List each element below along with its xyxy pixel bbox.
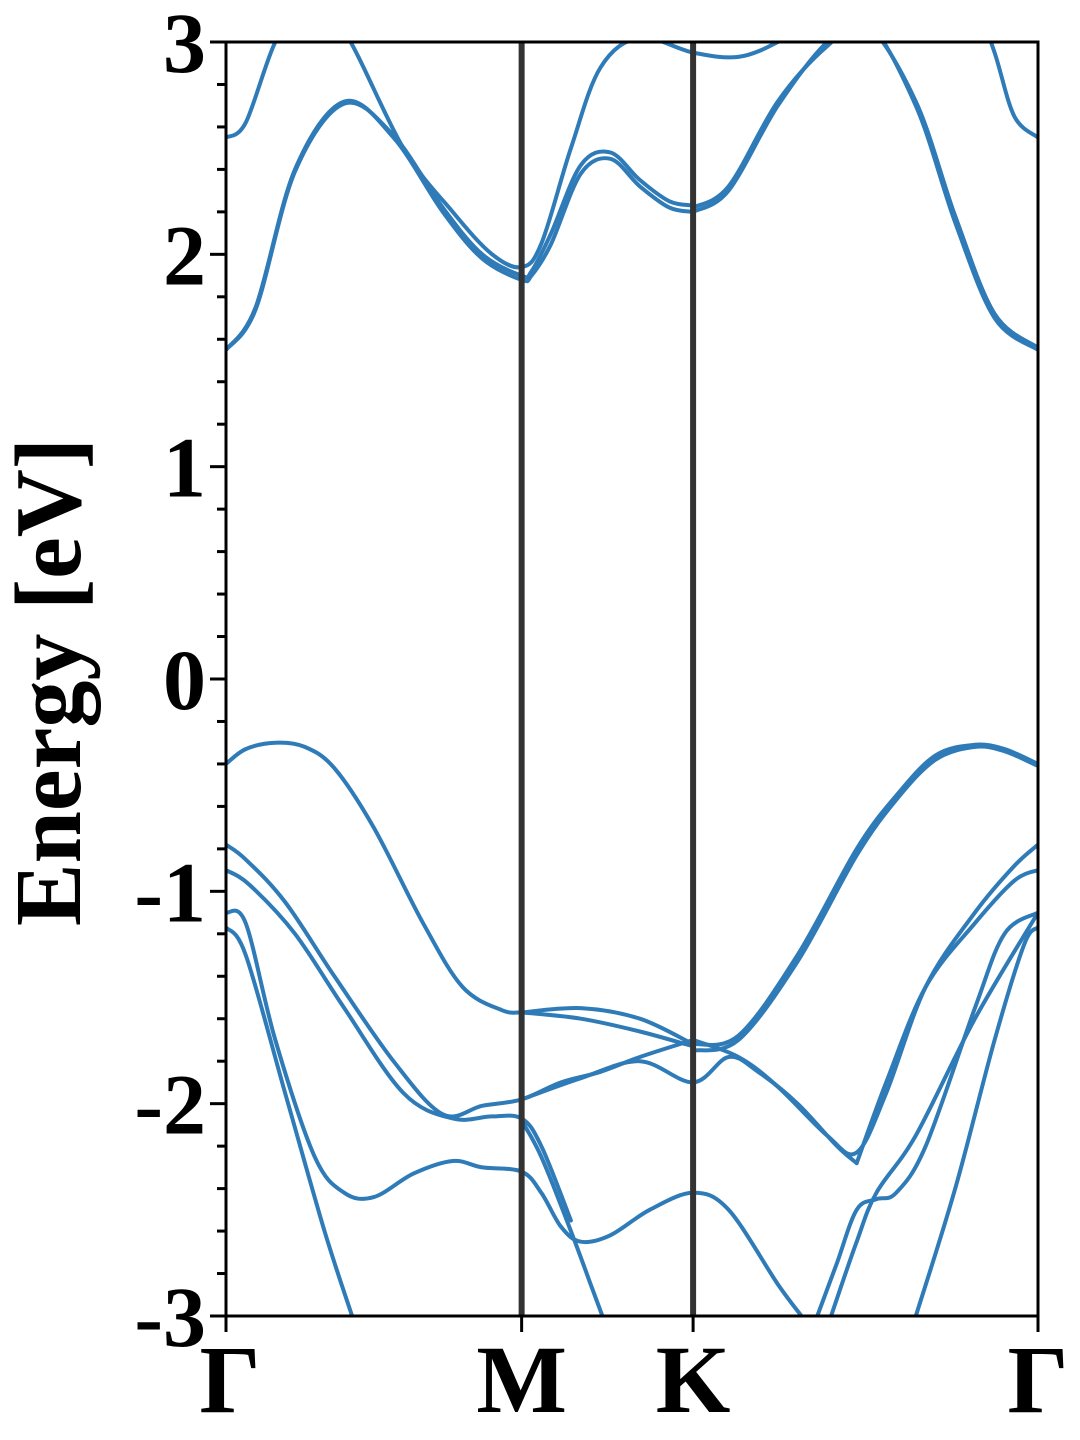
band-line-22 [988, 42, 1038, 140]
y-axis-label: Energy [eV] [0, 438, 101, 926]
band-line-3 [519, 1010, 696, 1049]
y-tick-label: -2 [134, 1057, 206, 1153]
x-tick-label: Γ [1007, 1326, 1068, 1433]
y-tick-label: -3 [134, 1269, 206, 1365]
y-tick-label: 1 [163, 420, 206, 516]
symmetry-lines-layer [518, 42, 697, 1316]
band-line-18 [226, 100, 696, 352]
band-line-16 [913, 925, 1038, 1316]
y-tick-label: -1 [134, 844, 206, 940]
y-tick-label: 0 [163, 632, 206, 728]
band-line-9 [519, 1054, 859, 1166]
band-line-14 [829, 910, 1038, 1316]
y-tick-label: 2 [163, 207, 206, 303]
band-line-13 [815, 910, 1038, 1316]
band-line-20 [691, 42, 1038, 350]
band-line-17 [226, 98, 696, 352]
band-line-1 [226, 740, 524, 1015]
band-line-11 [226, 908, 804, 1316]
band-line-15 [226, 925, 355, 1316]
band-line-2 [519, 1005, 696, 1047]
plot-frame [224, 40, 1040, 1318]
band-line-5 [691, 744, 1038, 1053]
x-tick-label: M [476, 1326, 567, 1433]
x-tick-label: Γ [199, 1326, 260, 1433]
band-line-8 [226, 868, 573, 1223]
y-tick-label: 3 [163, 0, 206, 91]
y-axis: -3 -2 -1 0 1 2 3 [134, 0, 226, 1365]
band-line-12 [519, 1118, 605, 1316]
bands-layer [226, 42, 1038, 1316]
x-tick-label: K [656, 1326, 731, 1433]
band-line-10 [854, 868, 1038, 1166]
